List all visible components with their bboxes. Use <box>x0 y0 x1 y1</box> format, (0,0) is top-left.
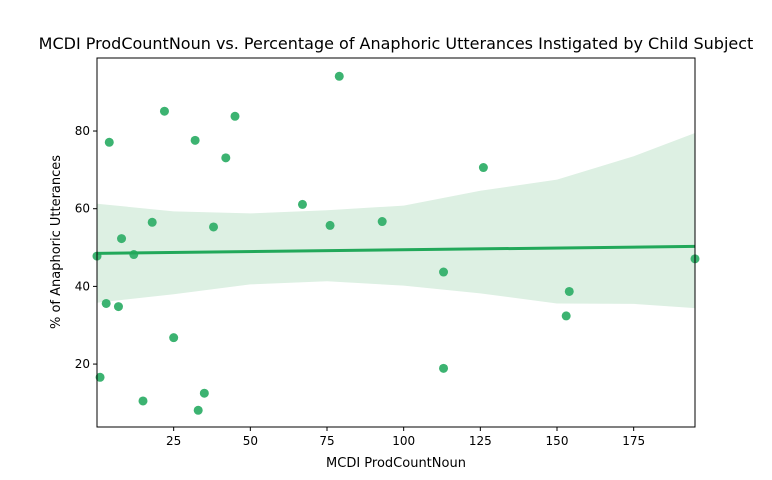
x-tick-label: 150 <box>546 434 569 448</box>
x-tick-label: 75 <box>319 434 334 448</box>
data-point-4 <box>113 302 123 312</box>
data-point-23 <box>478 163 488 173</box>
x-tick-label: 100 <box>392 434 415 448</box>
x-tick-label: 50 <box>243 434 258 448</box>
x-tick-label: 25 <box>166 434 181 448</box>
plot-frame <box>96 57 696 428</box>
data-point-15 <box>221 153 231 163</box>
data-point-20 <box>377 217 387 227</box>
data-point-18 <box>325 220 335 230</box>
data-point-25 <box>564 286 574 296</box>
data-point-2 <box>101 298 111 308</box>
y-axis: 20 40 60 80 <box>75 124 97 371</box>
y-tick-label: 80 <box>75 124 90 138</box>
data-point-17 <box>297 199 307 209</box>
data-point-12 <box>193 405 203 415</box>
data-point-16 <box>230 111 240 121</box>
data-point-7 <box>138 396 148 406</box>
x-tick-label: 175 <box>622 434 645 448</box>
x-tick-label: 125 <box>469 434 492 448</box>
data-point-22 <box>439 363 449 373</box>
y-tick-label: 60 <box>75 202 90 216</box>
chart-title: MCDI ProdCountNoun vs. Percentage of Ana… <box>39 34 754 53</box>
data-point-9 <box>159 106 169 116</box>
data-point-8 <box>147 217 157 227</box>
data-point-10 <box>169 333 179 343</box>
data-point-24 <box>561 311 571 321</box>
data-point-13 <box>199 388 209 398</box>
data-point-6 <box>129 250 139 260</box>
y-tick-label: 20 <box>75 357 90 371</box>
regression-line <box>96 244 696 255</box>
plot-area <box>92 57 700 428</box>
data-point-14 <box>209 222 219 232</box>
data-point-19 <box>334 71 344 81</box>
x-axis: 25 50 75 100 125 150 175 <box>166 427 645 448</box>
x-axis-label: MCDI ProdCountNoun <box>326 456 466 471</box>
data-point-21 <box>439 267 449 277</box>
y-tick-label: 40 <box>75 279 90 293</box>
y-axis-label: % of Anaphoric Utterances <box>49 155 64 329</box>
data-point-1 <box>95 372 105 382</box>
confidence-band <box>97 133 695 309</box>
data-points <box>92 71 700 415</box>
data-point-3 <box>104 137 114 147</box>
data-point-11 <box>190 135 200 145</box>
data-point-5 <box>117 234 127 244</box>
